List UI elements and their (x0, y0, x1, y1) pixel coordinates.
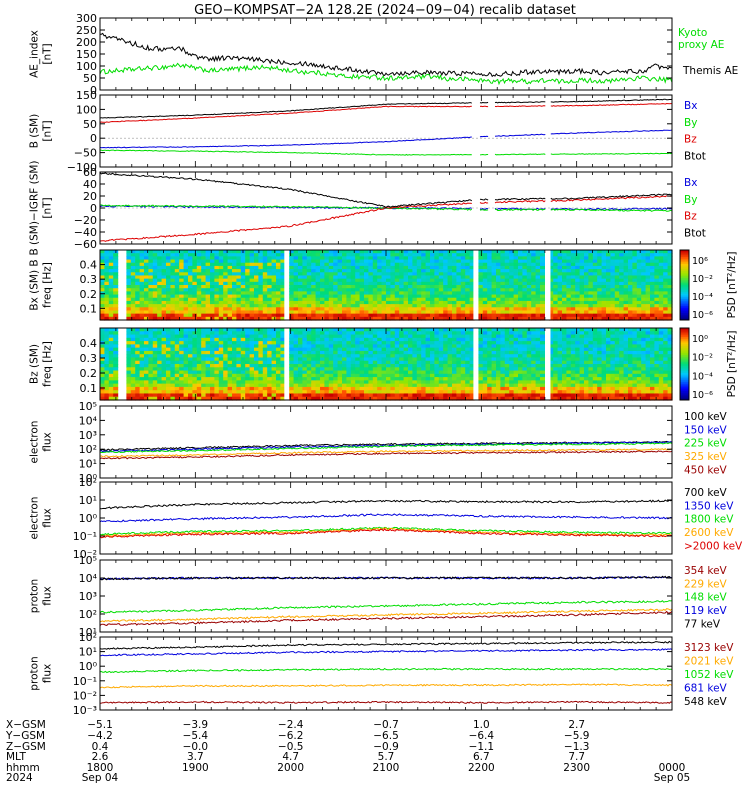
panel-2-series-3-line (100, 104, 672, 123)
panel-2-series-1-line (100, 130, 672, 148)
panel-1-ytick-label: 150 (76, 48, 97, 61)
panel-3-series-3-line (100, 196, 672, 242)
panel-2-ytick-label: 0 (90, 132, 97, 145)
data-gap (119, 250, 124, 320)
panel-5-spectrogram (100, 328, 673, 401)
colorbar-tick-label: 10⁻⁴ (692, 292, 713, 303)
panel-5-ylabel-line-1: Bz (SM) (29, 344, 41, 384)
panel-4-ytick-label: 0.3 (80, 273, 98, 286)
legend-kyoto-line-2: proxy AE (678, 39, 724, 51)
panel-1-ytick-label: 50 (83, 72, 97, 85)
panel-1-ytick-label: 250 (76, 24, 97, 37)
panel-5-ylabel-line-2: freq [Hz] (42, 341, 54, 387)
panel-3-ytick-label: −60 (74, 238, 97, 251)
data-gap (546, 250, 550, 320)
panel-1-ylabel-line-1: AE_index (29, 30, 41, 78)
panel-3-ytick-label: 20 (83, 190, 97, 203)
panel-4-colorbar: 10⁶ 10⁻² 10⁻⁴ 10⁻⁶ PSD [nT²/Hz] (680, 250, 738, 321)
legend-bx: Bx (684, 177, 697, 189)
panels-group: AE_index[nT]050100150200250300Kyotoproxy… (29, 12, 744, 717)
panel-3-ytick-label: −20 (74, 214, 97, 227)
plot-title: GEO−KOMPSAT−2A 128.2E (2024−09−04) recal… (194, 3, 576, 18)
data-gap (284, 250, 288, 320)
panel-2-ytick-label: 100 (76, 103, 97, 116)
panel-2-series-4-line (100, 99, 672, 118)
panel-1-ytick-label: 300 (76, 12, 97, 25)
panel-1-ylabel-line-2: [nT] (42, 43, 54, 64)
panel-4-spectrogram (100, 250, 673, 321)
legend-by: By (684, 117, 697, 129)
panel-3-ytick-label: 40 (83, 178, 97, 191)
panel-2-ylabel-line-1: B (SM) (29, 114, 41, 148)
legend-bz: Bz (684, 134, 697, 146)
panel-2-ytick-label: 150 (76, 89, 97, 102)
panel-4-ytick-label: 0.2 (80, 288, 98, 301)
legend-bx: Bx (684, 100, 697, 112)
colorbar-tick-label: 10⁻² (692, 274, 713, 285)
legend-by: By (684, 194, 697, 206)
legend-btot: Btot (684, 151, 706, 163)
legend-bz: Bz (684, 211, 697, 223)
colorbar-tick-label: 10⁶ (692, 256, 708, 267)
legend-themis: Themis AE (682, 65, 738, 77)
legend-kyoto-line-1: Kyoto (678, 27, 707, 39)
panel-1-ytick-label: 100 (76, 60, 97, 73)
panel-4-ytick-label: 0.1 (80, 302, 98, 315)
colorbar-label: PSD [nT²/Hz] (726, 252, 738, 319)
panel-4-ytick-label: 0.4 (80, 259, 98, 272)
panel-3-ylabel-line-2: [nT] (42, 197, 54, 218)
panel-3-ytick-label: 60 (83, 166, 97, 179)
data-gap (473, 250, 478, 320)
panel-2-ylabel-line-2: [nT] (42, 120, 54, 141)
panel-4-ylabel-line-2: freq [Hz] (42, 262, 54, 308)
panel-1-ytick-label: 200 (76, 36, 97, 49)
panel-2-ytick-label: 50 (83, 118, 97, 131)
panel-3-ylabel-line-1: B (SM)−IGRF (SM) (29, 160, 41, 255)
panel-2-ytick-label: −50 (74, 147, 97, 160)
colorbar-tick-label: 10⁻⁶ (692, 310, 713, 321)
panel-1: AE_index[nT]050100150200250300Kyotoproxy… (29, 12, 739, 97)
panel-3-ytick-label: −40 (74, 226, 97, 239)
panel-4-ylabel-line-1: Bx (SM) B (29, 259, 41, 310)
legend-btot: Btot (684, 228, 706, 240)
panel-2-series-2-line (100, 150, 672, 155)
panel-3-ytick-label: 0 (90, 202, 97, 215)
panel-1-series-2-line (100, 33, 672, 76)
